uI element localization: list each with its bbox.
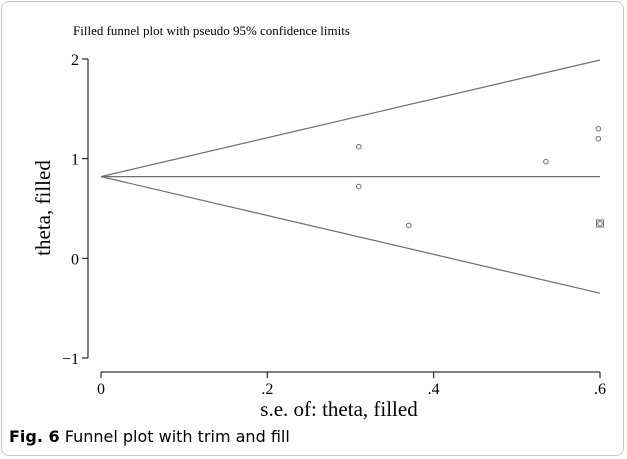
- y-axis-label: theta, filled: [31, 160, 55, 256]
- observed-study-point: [356, 183, 362, 190]
- chart-title: Filled funnel plot with pseudo 95% confi…: [73, 23, 350, 38]
- funnel-lines: [100, 59, 601, 294]
- lower-confidence-limit: [100, 176, 601, 294]
- observed-study-point: [597, 220, 603, 227]
- y-tick-label: 2: [71, 52, 79, 69]
- observed-study-point: [405, 222, 412, 229]
- filled-study-point: [596, 219, 604, 228]
- observed-study-point: [356, 143, 362, 150]
- x-axis-label: s.e. of: theta, filled: [260, 397, 418, 420]
- x-tick-label: .6: [594, 381, 606, 398]
- y-tick-label: 1: [71, 152, 79, 169]
- observed-study-point: [543, 158, 549, 165]
- observed-study-point: [595, 125, 602, 132]
- x-tick-label: 0: [97, 381, 105, 398]
- y-tick-label: −1: [62, 351, 79, 368]
- figure-caption: Fig. 6 Funnel plot with trim and fill: [9, 427, 290, 446]
- upper-confidence-limit: [100, 59, 601, 178]
- observed-study-point: [595, 135, 602, 142]
- figure-label: Fig. 6: [9, 427, 60, 446]
- x-tick-label: .4: [428, 381, 440, 398]
- y-tick-label: 0: [71, 251, 79, 268]
- axes: 0 .2 .4 .6 −1 0 1 2: [62, 52, 606, 398]
- x-tick-label: .2: [261, 381, 273, 398]
- funnel-plot: Filled funnel plot with pseudo 95% confi…: [31, 23, 606, 420]
- data-points: [356, 125, 604, 229]
- figure-caption-text: Funnel plot with trim and fill: [64, 427, 290, 446]
